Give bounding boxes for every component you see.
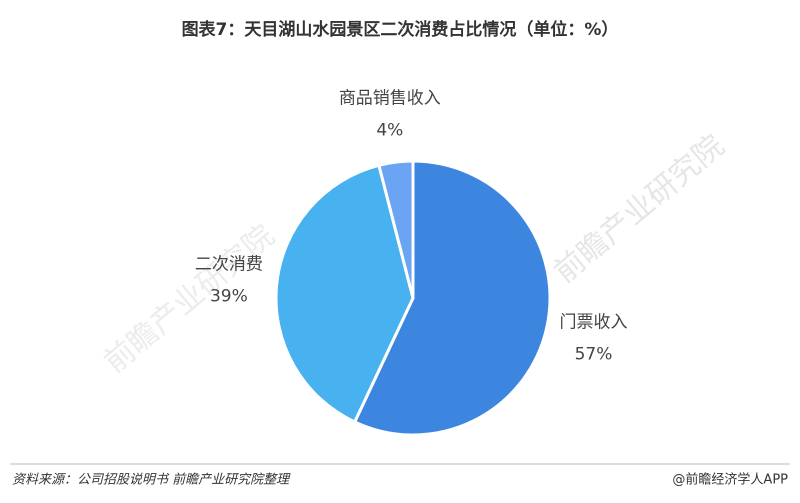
chart-title: 图表7：天目湖山水园景区二次消费占比情况（单位：%）: [182, 19, 619, 40]
value-label: 39%: [210, 287, 248, 307]
slice-label: 二次消费: [195, 255, 263, 275]
pie-slice: [352, 159, 552, 437]
pie-slice: [274, 163, 415, 424]
pie-slice: [377, 159, 415, 299]
credit: @前瞻经济学人APP: [672, 472, 788, 488]
value-label: 4%: [376, 121, 403, 141]
pie: [274, 159, 552, 437]
source: 资料来源：公司招股说明书 前瞻产业研究院整理: [12, 472, 291, 488]
slice-label: 商品销售收入: [339, 89, 441, 109]
slice-label: 门票收入: [559, 312, 627, 332]
value-label: 57%: [575, 344, 613, 364]
